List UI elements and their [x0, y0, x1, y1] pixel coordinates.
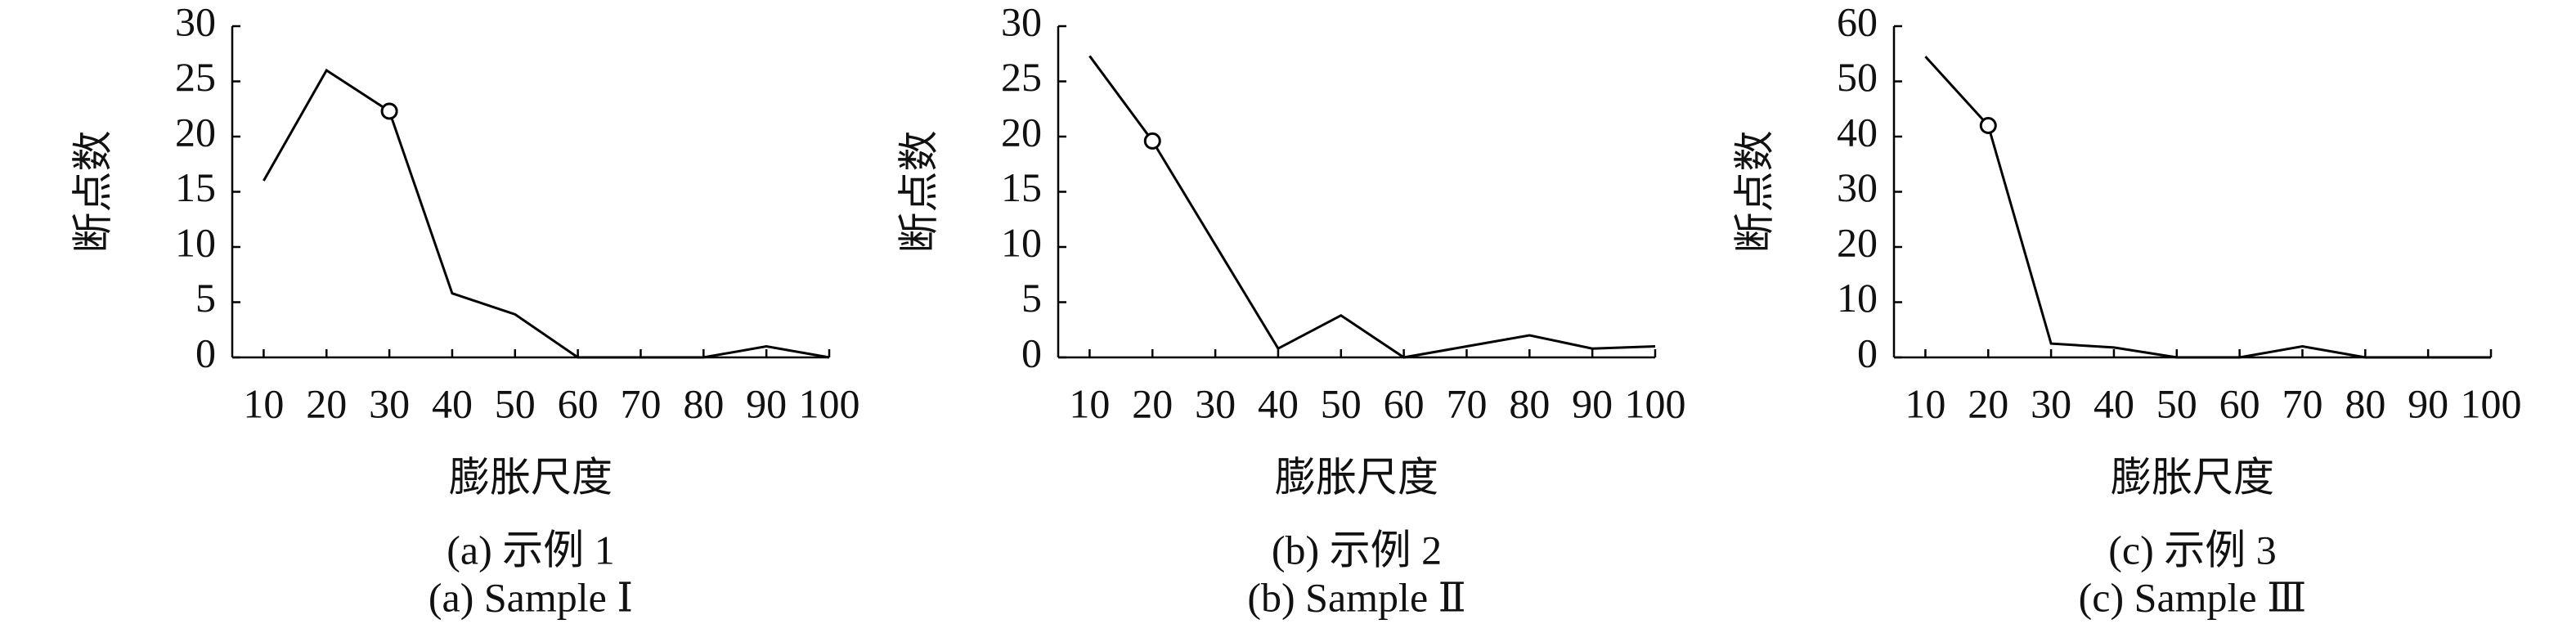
caption-en: (c) Sample Ⅲ: [2079, 574, 2307, 620]
y-tick-label: 20: [175, 109, 216, 155]
caption-cn: (c) 示例 3: [2108, 527, 2277, 572]
x-axis-label: 膨胀尺度: [2111, 454, 2274, 500]
y-axis-label: 断点数: [895, 131, 941, 254]
y-tick-label: 30: [1001, 0, 1042, 44]
y-tick-label: 15: [1001, 164, 1042, 210]
x-tick-label: 10: [243, 380, 284, 426]
y-tick-label: 25: [1001, 54, 1042, 100]
caption-en: (b) Sample Ⅱ: [1247, 574, 1465, 620]
y-tick-label: 20: [1837, 219, 1878, 265]
x-tick-label: 50: [1321, 380, 1362, 426]
y-axis-label: 断点数: [1731, 131, 1777, 254]
x-tick-label: 20: [1968, 380, 2008, 426]
x-tick-label: 30: [1195, 380, 1236, 426]
highlight-marker: [1979, 117, 1997, 134]
y-tick-label: 0: [1857, 330, 1878, 375]
x-axis-label: 膨胀尺度: [1275, 454, 1438, 500]
y-tick-label: 0: [195, 330, 216, 375]
x-tick-label: 70: [620, 380, 661, 426]
x-tick-label: 70: [1446, 380, 1487, 426]
x-tick-label: 80: [2345, 380, 2385, 426]
x-tick-label: 50: [495, 380, 536, 426]
x-tick-label: 20: [306, 380, 347, 426]
y-tick-label: 10: [1001, 219, 1042, 265]
x-tick-label: 100: [1625, 380, 1686, 426]
y-tick-label: 50: [1837, 54, 1878, 100]
x-axis-label: 膨胀尺度: [449, 454, 613, 500]
x-tick-label: 10: [1069, 380, 1110, 426]
x-tick-label: 40: [2094, 380, 2134, 426]
y-axis-label: 断点数: [70, 131, 115, 254]
data-line: [263, 68, 830, 359]
x-tick-label: 10: [1905, 380, 1945, 426]
x-tick-label: 90: [1572, 380, 1613, 426]
highlight-marker: [1143, 132, 1161, 150]
x-tick-label: 100: [2461, 380, 2522, 426]
y-tick-label: 30: [1837, 164, 1878, 210]
x-tick-label: 90: [746, 380, 787, 426]
y-tick-label: 0: [1021, 330, 1042, 375]
x-tick-label: 30: [369, 380, 410, 426]
x-tick-label: 40: [1258, 380, 1299, 426]
caption-cn: (b) 示例 2: [1272, 527, 1442, 572]
y-tick-label: 60: [1837, 0, 1878, 44]
highlight-marker: [380, 102, 398, 120]
y-tick-label: 25: [175, 54, 216, 100]
y-tick-label: 10: [175, 219, 216, 265]
x-tick-label: 50: [2156, 380, 2197, 426]
y-tick-label: 30: [175, 0, 216, 44]
x-tick-label: 20: [1132, 380, 1173, 426]
x-tick-label: 80: [1509, 380, 1550, 426]
x-tick-label: 70: [2282, 380, 2322, 426]
x-tick-label: 100: [799, 380, 860, 426]
y-tick-label: 5: [1021, 275, 1042, 321]
x-tick-label: 60: [558, 380, 599, 426]
x-tick-label: 60: [1384, 380, 1425, 426]
y-tick-label: 40: [1837, 109, 1878, 155]
x-tick-label: 40: [432, 380, 473, 426]
caption-en: (a) Sample Ⅰ: [429, 574, 633, 620]
caption-cn: (a) 示例 1: [447, 527, 615, 572]
y-tick-label: 10: [1837, 275, 1878, 321]
data-line: [1924, 56, 2491, 359]
x-tick-label: 80: [683, 380, 724, 426]
y-tick-label: 20: [1001, 109, 1042, 155]
x-tick-label: 90: [2408, 380, 2448, 426]
y-tick-label: 5: [195, 275, 216, 321]
x-tick-label: 60: [2219, 380, 2260, 426]
data-line: [1088, 55, 1656, 359]
x-tick-label: 30: [2031, 380, 2071, 426]
y-tick-label: 15: [175, 164, 216, 210]
